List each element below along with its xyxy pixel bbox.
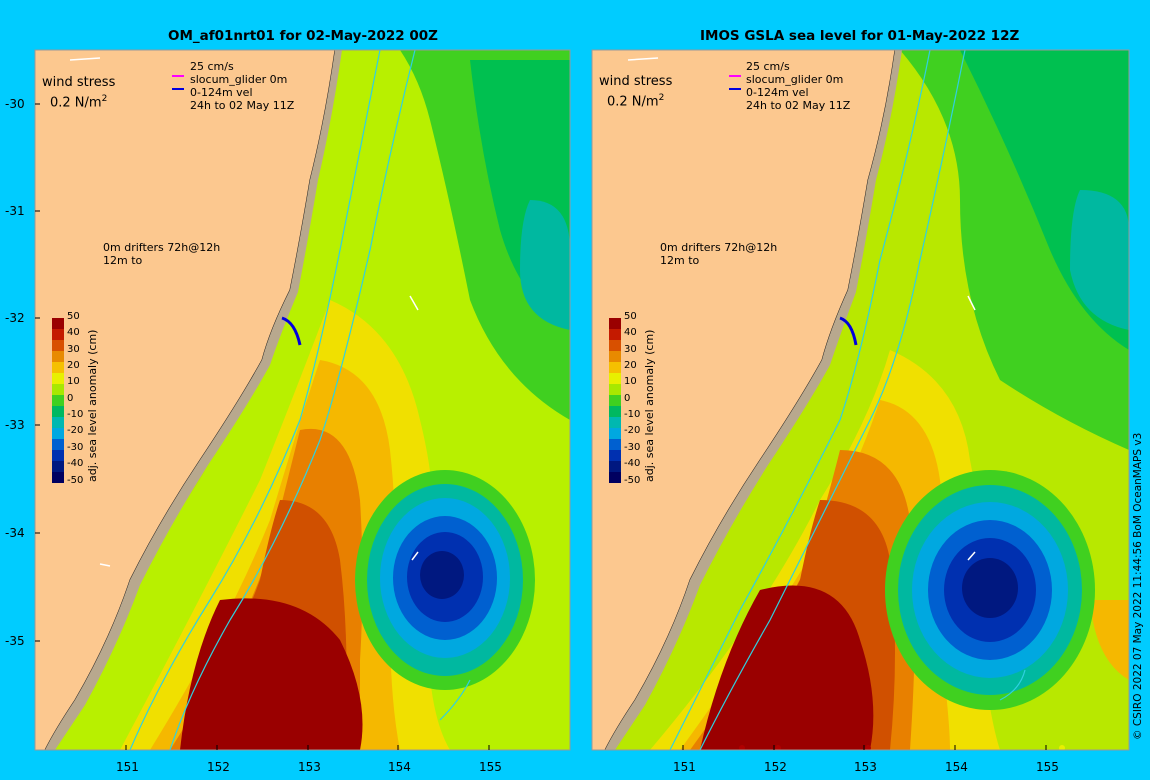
y-tick-label: -33	[5, 418, 25, 432]
left-map	[35, 50, 570, 750]
left-legend-period: 24h to 02 May 11Z	[190, 99, 295, 112]
y-tick-label: -35	[5, 634, 25, 648]
left-legend-glider: slocum_glider 0m	[190, 73, 288, 86]
x-tick-label: 154	[945, 760, 968, 774]
y-tick-label: -31	[5, 204, 25, 218]
y-tick-label: -30	[5, 97, 25, 111]
right-wind-label: wind stress	[599, 74, 673, 89]
x-tick-label: 151	[116, 760, 139, 774]
colorbar-title-left: adj. sea level anomaly (cm)	[86, 329, 99, 482]
x-tick-label: 152	[764, 760, 787, 774]
colorbar-right	[609, 318, 621, 483]
x-tick-label: 154	[388, 760, 411, 774]
left-wind-value: 0.2 N/m2	[50, 94, 108, 111]
axis-ticks	[35, 103, 1047, 750]
colorbar-left	[52, 318, 64, 483]
left-legend-speed: 25 cm/s	[190, 60, 234, 73]
right-map	[592, 50, 1129, 750]
right-legend-vel: 0-124m vel	[746, 86, 809, 99]
x-tick-label: 151	[673, 760, 696, 774]
left-wind-label: wind stress	[42, 75, 116, 90]
right-drifters-line1: 0m drifters 72h@12h	[660, 241, 778, 254]
left-legend-vel: 0-124m vel	[190, 86, 253, 99]
x-tick-label: 153	[854, 760, 877, 774]
x-tick-label: 155	[1036, 760, 1059, 774]
x-tick-label: 155	[479, 760, 502, 774]
right-legend-glider: slocum_glider 0m	[746, 73, 844, 86]
left-drifters-line2: 12m to	[103, 254, 143, 267]
colorbar-title-right: adj. sea level anomaly (cm)	[643, 329, 656, 482]
right-legend-speed: 25 cm/s	[746, 60, 790, 73]
left-drifters-line1: 0m drifters 72h@12h	[103, 241, 221, 254]
right-panel-title: IMOS GSLA sea level for 01-May-2022 12Z	[700, 28, 1020, 44]
x-tick-label: 152	[207, 760, 230, 774]
y-tick-label: -34	[5, 526, 25, 540]
x-tick-label: 153	[298, 760, 321, 774]
right-drifters-line2: 12m to	[660, 254, 700, 267]
credit-text: © CSIRO 2022 07 May 2022 11:44:56 BoM Oc…	[1132, 432, 1144, 740]
left-panel-title: OM_af01nrt01 for 02-May-2022 00Z	[168, 28, 438, 44]
y-tick-label: -32	[5, 311, 25, 325]
right-legend-period: 24h to 02 May 11Z	[746, 99, 851, 112]
right-wind-value: 0.2 N/m2	[607, 93, 665, 110]
